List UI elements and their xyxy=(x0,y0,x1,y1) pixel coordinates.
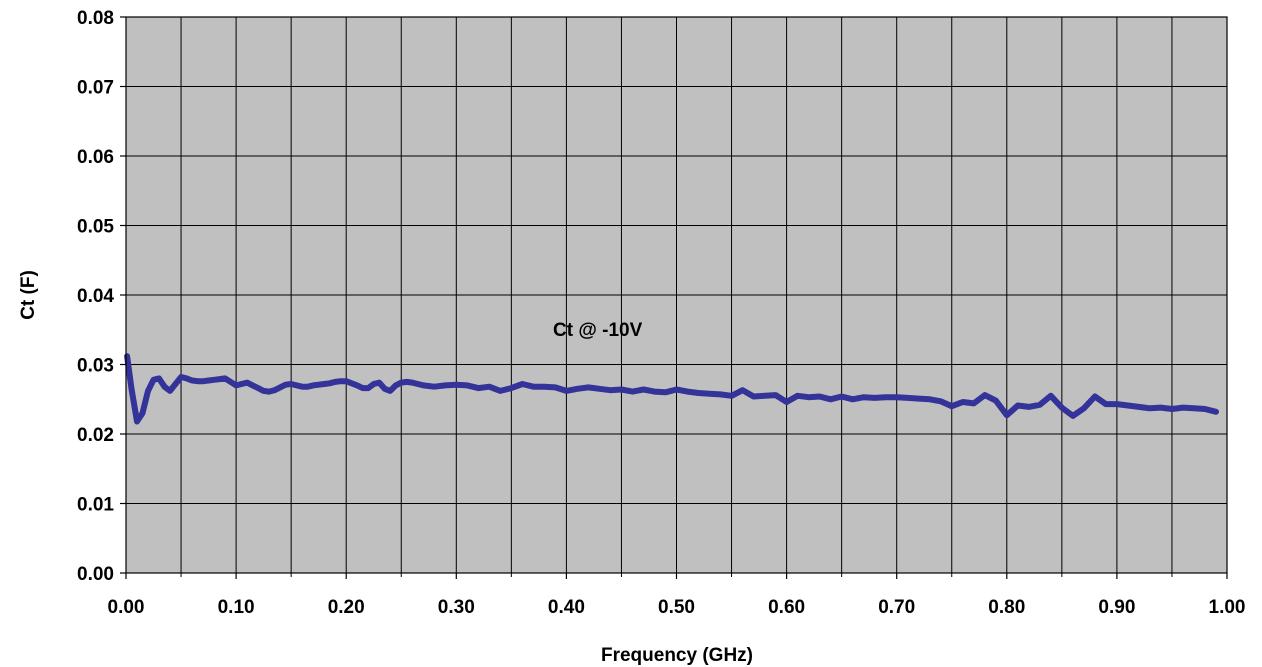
x-tick-label: 0.80 xyxy=(988,597,1025,618)
y-tick-label: 0.06 xyxy=(77,147,114,168)
x-tick-label: 0.70 xyxy=(878,597,915,618)
y-tick-label: 0.03 xyxy=(77,356,114,377)
x-tick-label: 0.90 xyxy=(1098,597,1135,618)
x-tick-labels: 0.00 0.10 0.20 0.30 0.40 0.50 0.60 0.70 0.80 0.90… xyxy=(108,597,1246,618)
y-tick-label: 0.04 xyxy=(77,286,114,307)
x-tick-label: 0.50 xyxy=(658,597,695,618)
axis-ticks xyxy=(120,16,1228,579)
x-tick-label: 0.20 xyxy=(328,597,365,618)
x-tick-label: 0.30 xyxy=(438,597,475,618)
grid xyxy=(126,17,1227,573)
series-line xyxy=(124,353,1219,425)
plot-area-border xyxy=(125,16,1228,574)
x-axis-label: Frequency (GHz) xyxy=(601,645,753,666)
y-tick-label: 0.05 xyxy=(77,217,114,238)
y-tick-label: 0.01 xyxy=(77,495,114,516)
series-group xyxy=(124,353,1219,425)
x-tick-label: 0.60 xyxy=(768,597,805,618)
y-tick-label: 0.02 xyxy=(77,425,114,446)
x-tick-label: 0.40 xyxy=(548,597,585,618)
x-tick-label: 1.00 xyxy=(1209,597,1246,618)
y-tick-label: 0.07 xyxy=(77,78,114,99)
series-annotation: Ct @ -10V xyxy=(553,320,643,341)
y-tick-label: 0.00 xyxy=(77,564,114,585)
x-tick-label: 0.00 xyxy=(108,597,145,618)
y-tick-labels: 0.00 0.01 0.02 0.03 0.04 0.05 0.06 0.07 0.08 xyxy=(77,8,114,585)
y-axis-label: Ct (F) xyxy=(18,270,39,320)
x-tick-label: 0.10 xyxy=(218,597,255,618)
y-tick-label: 0.08 xyxy=(77,8,114,29)
